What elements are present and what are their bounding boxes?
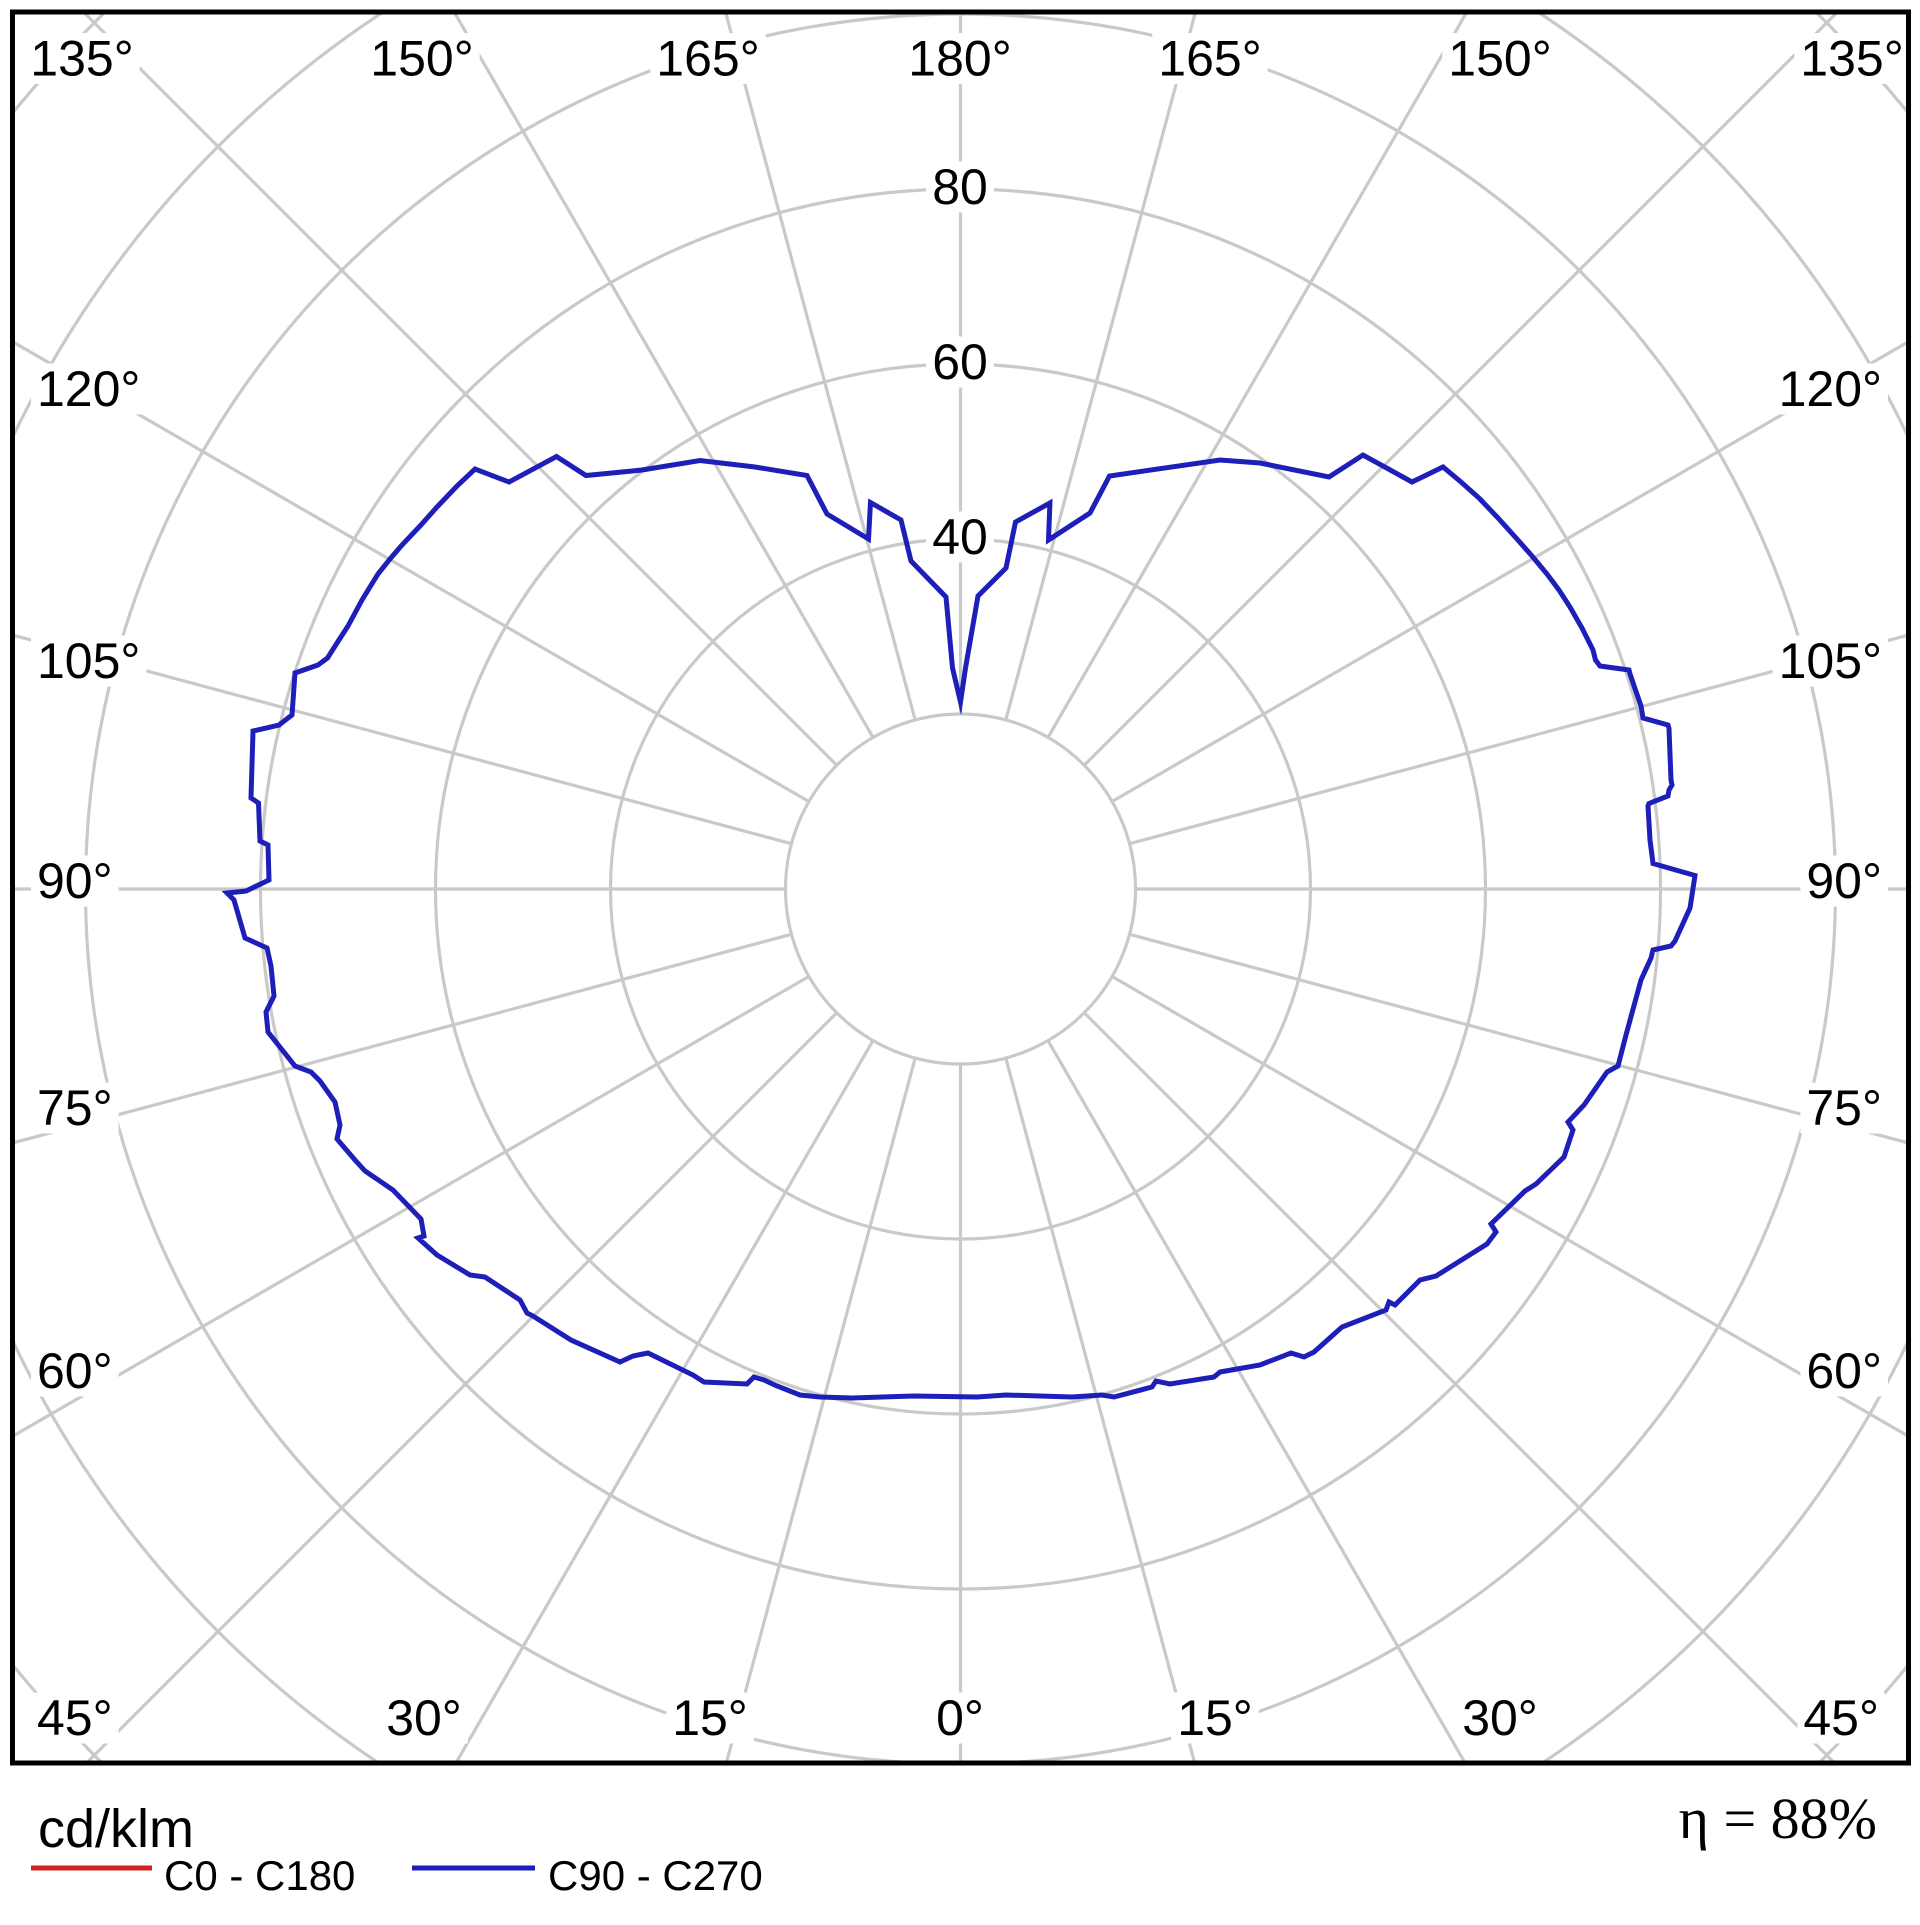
svg-text:C90 - C270: C90 - C270 bbox=[548, 1852, 763, 1899]
svg-text:150°: 150° bbox=[1448, 31, 1551, 87]
svg-text:150°: 150° bbox=[370, 31, 473, 87]
svg-text:45°: 45° bbox=[37, 1690, 113, 1746]
svg-text:165°: 165° bbox=[656, 31, 759, 87]
svg-text:165°: 165° bbox=[1158, 31, 1261, 87]
svg-text:30°: 30° bbox=[1462, 1690, 1538, 1746]
svg-text:80: 80 bbox=[932, 159, 988, 215]
svg-text:0°: 0° bbox=[936, 1690, 984, 1746]
svg-text:60°: 60° bbox=[1806, 1343, 1882, 1399]
svg-text:30°: 30° bbox=[386, 1690, 462, 1746]
svg-text:η = 88%: η = 88% bbox=[1679, 1786, 1877, 1851]
svg-text:C0 - C180: C0 - C180 bbox=[164, 1852, 355, 1899]
svg-text:105°: 105° bbox=[37, 633, 140, 689]
svg-text:45°: 45° bbox=[1803, 1690, 1879, 1746]
svg-text:75°: 75° bbox=[37, 1080, 113, 1136]
svg-text:60: 60 bbox=[932, 334, 988, 390]
svg-text:120°: 120° bbox=[1779, 361, 1882, 417]
svg-text:60°: 60° bbox=[37, 1343, 113, 1399]
svg-text:75°: 75° bbox=[1806, 1080, 1882, 1136]
svg-text:90°: 90° bbox=[1806, 853, 1882, 909]
svg-text:180°: 180° bbox=[908, 31, 1011, 87]
svg-text:90°: 90° bbox=[37, 853, 113, 909]
svg-text:135°: 135° bbox=[1800, 31, 1903, 87]
svg-text:105°: 105° bbox=[1779, 633, 1882, 689]
svg-text:15°: 15° bbox=[672, 1690, 748, 1746]
svg-text:135°: 135° bbox=[30, 31, 133, 87]
svg-text:40: 40 bbox=[932, 509, 988, 565]
svg-text:120°: 120° bbox=[37, 361, 140, 417]
svg-text:15°: 15° bbox=[1177, 1690, 1253, 1746]
svg-text:cd/klm: cd/klm bbox=[38, 1799, 194, 1859]
